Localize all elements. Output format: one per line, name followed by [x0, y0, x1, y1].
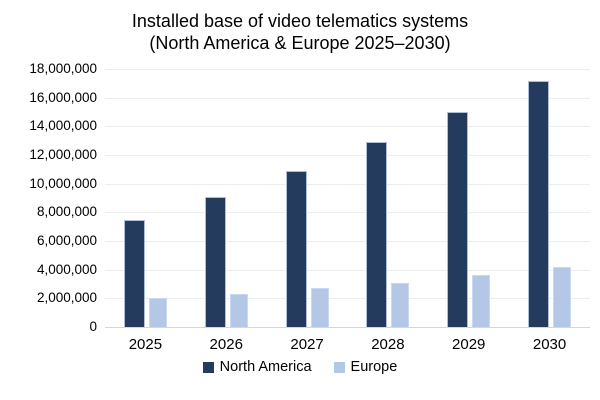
y-axis-tick-label: 2,000,000 — [36, 290, 97, 306]
y-axis-tick-label: 4,000,000 — [36, 261, 97, 277]
chart-title-line2: (North America & Europe 2025–2030) — [149, 33, 451, 53]
bar-europe-2030 — [553, 266, 572, 327]
bar-north-america-2029 — [447, 112, 469, 327]
y-axis-tick-label: 18,000,000 — [29, 61, 97, 76]
y-axis-tick-label: 0 — [89, 319, 97, 334]
bar-north-america-2027 — [285, 170, 307, 327]
y-axis-tick-label: 14,000,000 — [29, 118, 97, 134]
y-axis-tick-label: 6,000,000 — [36, 233, 97, 248]
bar-group-2029 — [428, 69, 509, 327]
legend-label-europe: Europe — [350, 359, 398, 375]
bar-europe-2027 — [310, 288, 329, 327]
x-axis-tick-label: 2027 — [290, 336, 324, 353]
y-axis-tick-label: 8,000,000 — [36, 204, 97, 220]
bar-europe-2025 — [148, 298, 167, 327]
chart-title: Installed base of video telematics syste… — [0, 10, 600, 54]
plot-area — [105, 69, 590, 328]
gridline — [105, 69, 590, 70]
legend-label-north-america: North America — [219, 359, 312, 375]
bar-group-2026 — [186, 69, 267, 327]
legend-swatch-europe — [333, 361, 345, 373]
bar-group-2025 — [105, 69, 186, 327]
x-axis-tick-label: 2026 — [209, 336, 243, 353]
bar-group-2028 — [347, 69, 428, 327]
bar-group-2027 — [267, 69, 348, 327]
legend-item-north-america: North America — [202, 359, 312, 375]
gridline — [105, 241, 590, 242]
bar-europe-2029 — [472, 275, 491, 327]
bar-north-america-2025 — [123, 219, 145, 327]
bar-europe-2028 — [391, 282, 410, 327]
gridline — [105, 269, 590, 271]
bar-group-2030 — [509, 69, 590, 327]
gridline — [105, 183, 590, 185]
y-axis-labels: 0 2,000,000 4,000,000 6,000,000 8,000,000 10,… — [0, 0, 97, 400]
gridline — [105, 212, 590, 214]
y-axis-tick-label: 12,000,000 — [29, 147, 97, 162]
legend-item-europe: Europe — [333, 359, 398, 375]
gridline — [105, 126, 590, 128]
x-axis-tick-label: 2030 — [532, 336, 567, 353]
bar-europe-2026 — [229, 294, 248, 327]
bar-north-america-2030 — [528, 80, 550, 327]
x-axis-tick-label: 2029 — [452, 336, 486, 353]
chart-title-line1: Installed base of video telematics syste… — [131, 11, 469, 31]
x-axis-tick-label: 2025 — [128, 336, 163, 353]
gridline — [105, 97, 590, 99]
legend: North America Europe — [0, 359, 600, 375]
bar-north-america-2028 — [366, 142, 388, 327]
gridline — [105, 298, 590, 300]
bar-groups — [105, 69, 590, 327]
legend-swatch-north-america — [202, 361, 214, 373]
x-axis-labels: 2025 2026 2027 2028 2029 2030 — [105, 336, 590, 353]
y-axis-tick-label: 10,000,000 — [29, 175, 97, 191]
bar-north-america-2026 — [204, 196, 226, 327]
x-axis-tick-label: 2028 — [371, 336, 405, 353]
y-axis-tick-label: 16,000,000 — [29, 89, 97, 105]
gridline — [105, 155, 590, 156]
